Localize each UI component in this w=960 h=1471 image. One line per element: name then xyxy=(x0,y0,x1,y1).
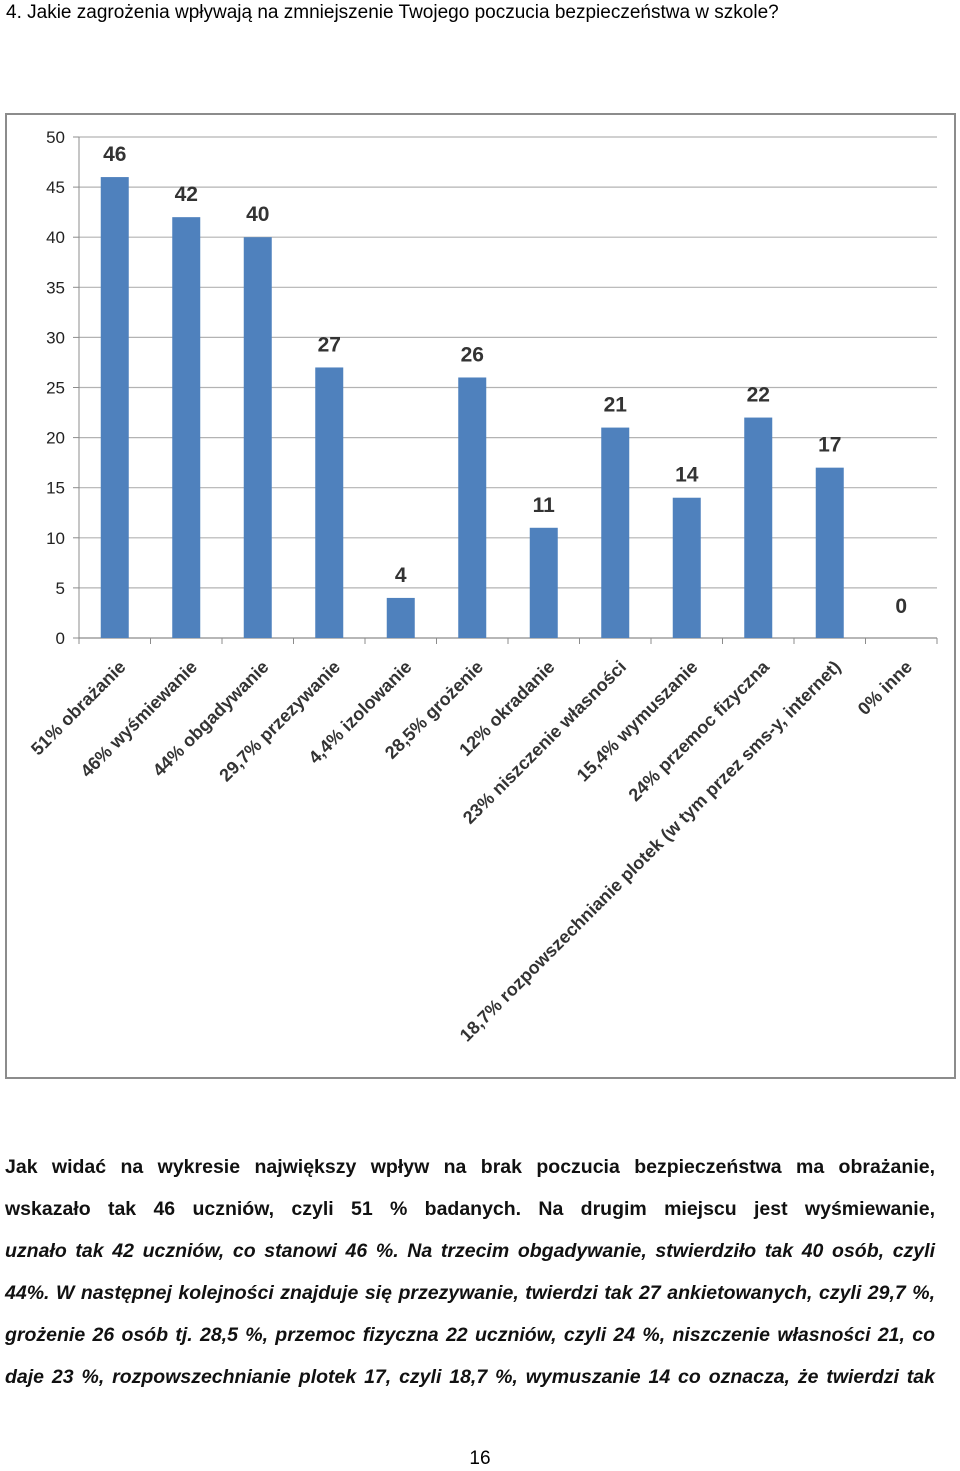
gridlines xyxy=(73,136,938,644)
bar-chart: 0 5 10 15 20 25 30 35 40 45 50 46 42 40 27 4 26 11 21 14 22… xyxy=(27,128,938,1045)
y-axis-tick-labels: 0 5 10 15 20 25 30 35 40 45 50 xyxy=(46,128,65,648)
data-label: 26 xyxy=(461,343,484,366)
paragraph-line: grożenie 26 osób tj. 28,5 %, przemoc fiz… xyxy=(5,1324,935,1346)
data-label: 22 xyxy=(747,384,770,407)
y-tick-label: 10 xyxy=(46,529,65,548)
paragraph-line: daje 23 %, rozpowszechnianie plotek 17, … xyxy=(5,1366,935,1388)
data-label: 0 xyxy=(895,595,907,618)
y-tick-label: 50 xyxy=(46,128,65,147)
paragraph-line: wskazało tak 46 uczniów, czyli 51 % bada… xyxy=(5,1198,935,1220)
y-tick-label: 15 xyxy=(46,479,65,498)
data-label: 21 xyxy=(604,394,628,417)
data-label: 14 xyxy=(675,464,699,487)
value-labels: 46 42 40 27 4 26 11 21 14 22 17 0 xyxy=(103,143,907,618)
paragraph-line: Jak widać na wykresie największy wpływ n… xyxy=(5,1156,935,1178)
bar xyxy=(315,367,344,638)
data-label: 4 xyxy=(395,564,407,587)
bar xyxy=(100,177,129,638)
x-tick-label: 46% wyśmiewanie xyxy=(77,657,202,782)
x-tick-label: 0% inne xyxy=(854,657,916,719)
data-label: 40 xyxy=(246,203,269,226)
y-tick-label: 40 xyxy=(46,228,65,247)
bar xyxy=(672,497,701,638)
bar xyxy=(458,377,487,638)
data-label: 27 xyxy=(318,333,341,356)
x-tick-label: 24% przemoc fizyczna xyxy=(625,656,774,805)
data-label: 17 xyxy=(818,434,841,457)
summary-paragraph: Jak widać na wykresie największy wpływ n… xyxy=(5,1146,935,1398)
y-tick-label: 25 xyxy=(46,379,65,398)
question-heading: 4. Jakie zagrożenia wpływają na zmniejsz… xyxy=(6,2,779,23)
bar xyxy=(386,597,415,638)
y-tick-label: 0 xyxy=(56,629,65,648)
x-tick-label: 29,7% przezywanie xyxy=(215,657,344,786)
paragraph-line: uznało tak 42 uczniów, co stanowi 46 %. … xyxy=(5,1240,935,1262)
y-tick-label: 5 xyxy=(56,579,65,598)
y-tick-label: 20 xyxy=(46,429,65,448)
chart-frame: 0 5 10 15 20 25 30 35 40 45 50 46 42 40 27 4 26 11 21 14 22… xyxy=(5,113,956,1079)
bar xyxy=(601,427,630,638)
bars xyxy=(100,177,844,638)
bar xyxy=(243,237,272,638)
bar xyxy=(744,417,773,638)
data-label: 11 xyxy=(533,494,556,517)
bar xyxy=(815,467,844,638)
bar xyxy=(529,527,558,638)
data-label: 42 xyxy=(175,183,198,206)
bar xyxy=(172,217,201,638)
y-tick-label: 35 xyxy=(46,278,65,297)
data-label: 46 xyxy=(103,143,126,166)
y-tick-label: 30 xyxy=(46,328,65,347)
page-number: 16 xyxy=(469,1448,491,1469)
y-tick-label: 45 xyxy=(46,178,65,197)
x-tick-label: 15,4% wymuszanie xyxy=(573,657,702,786)
paragraph-line: 44%. W następnej kolejności znajduje się… xyxy=(5,1282,935,1304)
